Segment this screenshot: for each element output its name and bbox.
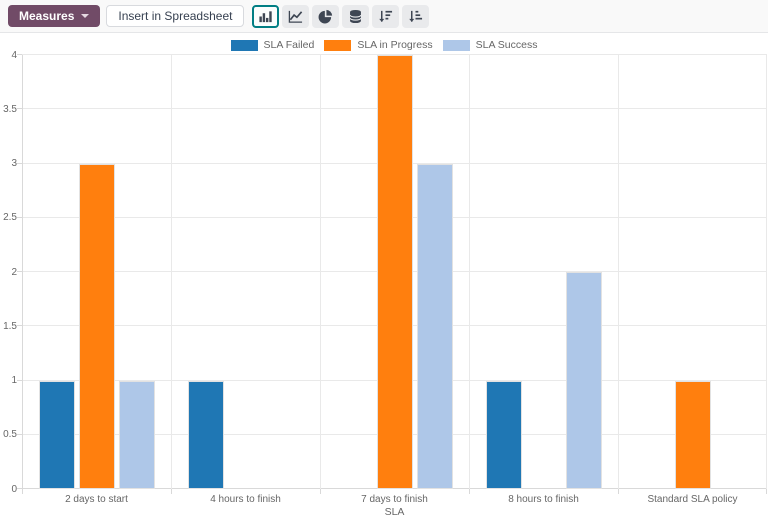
measures-button[interactable]: Measures — [8, 5, 101, 27]
x-tick-mark — [469, 489, 470, 494]
y-tick-label: 2 — [11, 266, 17, 278]
plot-area — [17, 54, 767, 494]
legend-item-sla-success[interactable]: SLA Success — [442, 39, 538, 51]
sort-descending-icon — [379, 10, 393, 22]
bar-sla-in-progress[interactable] — [674, 380, 711, 489]
y-tick-mark — [17, 216, 22, 218]
legend-label: SLA Success — [475, 39, 538, 51]
legend-swatch — [442, 39, 470, 51]
bar-chart-icon — [259, 10, 273, 22]
bar-sla-in-progress[interactable] — [376, 55, 413, 489]
y-tick-mark — [17, 488, 22, 489]
y-tick-label: 4 — [11, 49, 17, 61]
gridline-v — [766, 55, 767, 489]
x-tick-mark — [618, 489, 619, 494]
gridline-v — [469, 55, 470, 489]
insert-in-spreadsheet-button[interactable]: Insert in Spreadsheet — [106, 5, 245, 27]
chart-legend: SLA Failed SLA in Progress SLA Success — [0, 39, 768, 51]
line-chart-icon — [289, 10, 303, 23]
legend-label: SLA in Progress — [357, 39, 433, 51]
x-tick-label: 2 days to start — [65, 494, 128, 505]
gridline-v — [22, 55, 23, 489]
y-tick-label: 3.5 — [3, 103, 17, 115]
x-axis-title: SLA — [384, 506, 405, 516]
pie-chart-button[interactable] — [312, 4, 340, 28]
gridline-v — [320, 55, 321, 489]
sort-descending-button[interactable] — [372, 4, 400, 28]
y-tick-label: 0 — [11, 483, 17, 495]
y-tick-mark — [17, 271, 22, 272]
gridline-v — [171, 55, 172, 489]
x-tick-label: 8 hours to finish — [508, 494, 579, 505]
legend-swatch — [324, 39, 352, 51]
bar-chart-button[interactable] — [252, 4, 280, 28]
legend-item-sla-in-progress[interactable]: SLA in Progress — [324, 39, 433, 51]
x-tick-mark — [766, 489, 767, 494]
y-tick-mark — [17, 162, 22, 164]
y-tick-mark — [17, 325, 22, 327]
y-axis: 0 0.5 1 1.5 2 2.5 3 3.5 4 — [0, 50, 17, 495]
pie-chart-icon — [319, 9, 333, 23]
x-axis: 2 days to start 4 hours to finish 7 days t… — [22, 494, 767, 506]
line-chart-button[interactable] — [282, 4, 310, 28]
bar-sla-failed[interactable] — [38, 380, 75, 489]
sort-ascending-button[interactable] — [402, 4, 430, 28]
y-tick-label: 1 — [11, 375, 17, 386]
y-tick-label: 1.5 — [3, 320, 17, 332]
bar-sla-success[interactable] — [416, 163, 453, 489]
y-tick-label: 2.5 — [3, 212, 17, 224]
bar-sla-success[interactable] — [565, 272, 602, 489]
stacked-button[interactable] — [342, 4, 370, 28]
x-tick-label: Standard SLA policy — [647, 494, 738, 505]
sort-ascending-icon — [409, 10, 423, 22]
chart-controls — [252, 4, 430, 28]
legend-swatch — [230, 39, 258, 51]
measures-button-label: Measures — [19, 9, 75, 23]
x-tick-label: 7 days to finish — [361, 494, 428, 505]
toolbar: Measures Insert in Spreadsheet — [0, 0, 768, 33]
database-icon — [350, 9, 362, 23]
x-tick-mark — [171, 489, 172, 494]
legend-item-sla-failed[interactable]: SLA Failed — [230, 39, 315, 51]
bar-sla-failed[interactable] — [485, 380, 522, 489]
y-tick-mark — [17, 379, 22, 381]
y-tick-label: 0.5 — [3, 429, 17, 441]
bar-sla-failed[interactable] — [187, 380, 224, 489]
caret-down-icon — [81, 14, 90, 18]
y-tick-label: 3 — [11, 158, 17, 169]
y-tick-mark — [17, 54, 22, 55]
bar-sla-in-progress[interactable] — [78, 163, 115, 489]
x-tick-mark — [22, 489, 23, 494]
y-tick-mark — [17, 108, 22, 110]
gridline-v — [618, 55, 619, 489]
gridline-h — [22, 54, 767, 55]
x-tick-label: 4 hours to finish — [210, 494, 281, 505]
bar-sla-success[interactable] — [118, 380, 155, 489]
x-tick-mark — [320, 489, 321, 494]
y-tick-mark — [17, 433, 22, 435]
legend-label: SLA Failed — [263, 39, 315, 51]
